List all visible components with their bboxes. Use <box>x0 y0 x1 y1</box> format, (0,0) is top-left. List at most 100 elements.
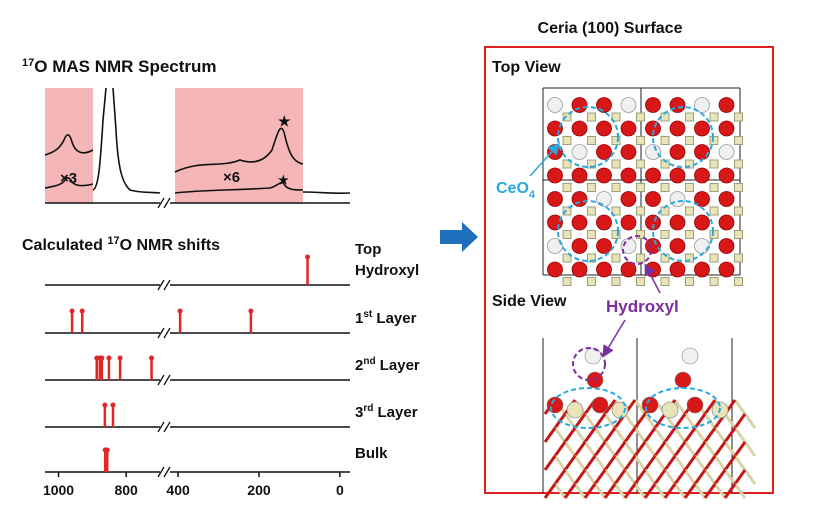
pointer <box>644 263 661 294</box>
shift-cap <box>69 308 75 314</box>
ce-atom <box>562 136 572 145</box>
shift-cap <box>79 308 85 314</box>
label-part: st <box>363 309 373 320</box>
ce-atom <box>611 159 621 169</box>
ce-atom <box>587 136 596 145</box>
ce-atom <box>734 136 743 145</box>
o-atom <box>694 120 710 137</box>
ce-atom <box>562 253 572 263</box>
bond <box>653 469 667 485</box>
o-atom <box>641 396 659 414</box>
bond <box>603 441 617 457</box>
bond <box>623 483 637 499</box>
ce-atom <box>660 136 670 145</box>
ce-atom <box>587 183 596 192</box>
o-atom <box>591 396 609 414</box>
shade <box>45 88 93 203</box>
bond <box>613 483 627 499</box>
o-atom <box>669 238 686 254</box>
o-atom <box>571 261 588 278</box>
o-atom <box>645 191 661 207</box>
bond <box>563 427 577 443</box>
o-atom <box>645 97 661 113</box>
bond <box>663 427 677 443</box>
ce-atom <box>685 230 694 239</box>
bond <box>673 427 687 443</box>
o-atom <box>620 261 637 278</box>
ce-atom <box>734 277 743 286</box>
o-atom <box>645 120 661 137</box>
label-part: Layer <box>372 310 416 327</box>
label-part: 2 <box>355 357 363 374</box>
o-atom <box>669 120 686 137</box>
bond <box>693 441 707 457</box>
o-atom <box>596 120 612 137</box>
arrow <box>440 222 478 252</box>
bond <box>543 427 557 443</box>
bond <box>713 455 727 471</box>
ce-atom <box>636 136 645 145</box>
bond <box>643 427 657 443</box>
ce-atom <box>734 183 743 192</box>
o-atom <box>718 120 735 137</box>
shift-cap <box>104 447 110 453</box>
h-atom <box>718 144 735 160</box>
bond <box>603 427 617 443</box>
bond <box>743 441 757 457</box>
structure-title: Ceria (100) Surface <box>538 20 683 37</box>
o-atom <box>694 167 710 184</box>
ce-atom <box>587 253 596 263</box>
bond <box>573 441 587 457</box>
bond <box>643 441 657 457</box>
shifts-title: Calculated 17O NMR shifts <box>22 235 220 254</box>
bond <box>703 455 717 471</box>
o-atom <box>571 238 588 254</box>
ce-atom <box>562 230 572 239</box>
bond <box>673 455 687 471</box>
bond <box>703 483 717 499</box>
bond <box>583 469 597 485</box>
bond <box>673 469 687 485</box>
row-label: 2nd Layer <box>355 356 420 374</box>
bond <box>633 427 647 443</box>
h-atom <box>645 144 661 160</box>
bond <box>723 455 737 471</box>
bond <box>643 413 657 429</box>
bond <box>593 483 607 499</box>
ce-atom <box>562 277 572 286</box>
oh-atom <box>681 347 699 365</box>
o-atom <box>596 238 612 254</box>
bond <box>663 469 677 485</box>
bond <box>593 455 607 471</box>
bond <box>683 469 697 485</box>
bond <box>563 441 577 457</box>
bond <box>693 455 707 471</box>
h-atom <box>694 97 710 113</box>
ce-atom <box>636 112 645 122</box>
ce-atom <box>611 277 621 286</box>
ce-atom <box>562 183 572 192</box>
o-atom <box>596 214 612 231</box>
ce-atom <box>636 183 645 192</box>
scale-label: ×3 <box>60 170 77 187</box>
shift-cap <box>117 355 123 361</box>
o-atom <box>645 214 661 231</box>
bond <box>693 413 707 429</box>
ce-atom <box>734 253 743 263</box>
bond <box>563 469 577 485</box>
bond <box>543 483 557 499</box>
bond <box>603 455 617 471</box>
bond <box>733 427 747 443</box>
o-atom <box>694 144 710 160</box>
spectrum-traces <box>44 87 351 195</box>
o-atom <box>620 120 637 137</box>
bond <box>633 399 647 415</box>
ce-atom <box>587 112 596 122</box>
bond <box>593 469 607 485</box>
shift-cap <box>106 355 112 361</box>
bond <box>583 483 597 499</box>
bond <box>743 413 757 429</box>
bond <box>703 441 717 457</box>
